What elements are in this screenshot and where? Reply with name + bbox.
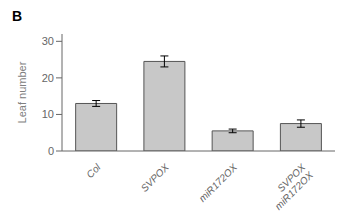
svg-text:SVPOXmiR172OX: SVPOXmiR172OX [265, 161, 315, 211]
svg-text:10: 10 [42, 108, 54, 120]
svg-text:miR172OX: miR172OX [197, 161, 240, 204]
svg-text:30: 30 [42, 35, 54, 47]
html-text:B: B [12, 8, 23, 24]
svg-text:Col: Col [84, 161, 103, 180]
svg-text:SVPOX: SVPOX [139, 161, 171, 193]
svg-text:0: 0 [48, 145, 54, 157]
svg-text:20: 20 [42, 72, 54, 84]
svg-text:Leaf number: Leaf number [16, 61, 28, 123]
